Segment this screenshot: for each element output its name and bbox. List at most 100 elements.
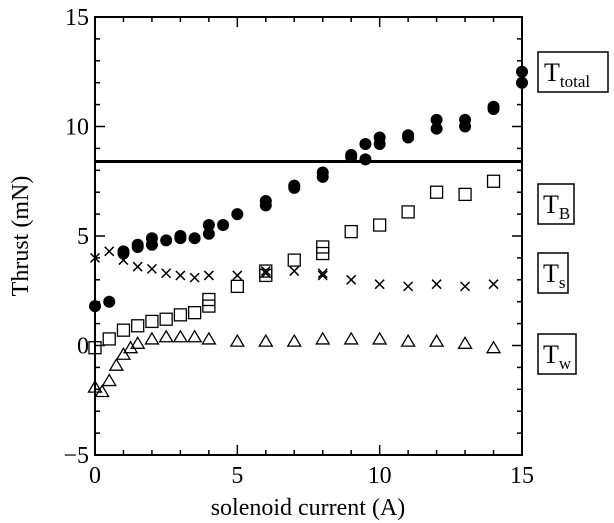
point-s xyxy=(175,270,186,281)
point-total xyxy=(160,234,173,247)
point-total xyxy=(430,113,443,126)
legend-label-w: Tw xyxy=(543,340,572,373)
point-total xyxy=(516,65,528,78)
point-B xyxy=(187,305,202,320)
point-s xyxy=(161,268,172,279)
point-w xyxy=(286,333,302,347)
series-s xyxy=(89,246,499,292)
point-s xyxy=(374,279,385,290)
point-s xyxy=(203,270,214,281)
point-B xyxy=(230,279,244,294)
point-total xyxy=(373,131,386,144)
point-s xyxy=(89,252,101,263)
point-B xyxy=(287,253,301,267)
point-B xyxy=(131,319,145,333)
point-total xyxy=(117,245,130,258)
legend-label-b: TB xyxy=(543,190,570,223)
legend-label-total: Ttotal xyxy=(544,58,590,91)
point-w xyxy=(158,329,174,343)
legend-box-s xyxy=(537,252,569,294)
point-w xyxy=(258,333,274,347)
legend-item-total: Ttotal xyxy=(537,51,609,93)
point-w xyxy=(315,331,331,345)
point-total xyxy=(174,230,187,242)
point-B xyxy=(202,292,216,307)
point-w xyxy=(457,336,473,349)
y-tick-label: 10 xyxy=(65,115,89,141)
point-total xyxy=(359,138,372,151)
point-w xyxy=(186,329,203,343)
point-s xyxy=(289,266,300,277)
point-total xyxy=(487,100,500,113)
point-w xyxy=(108,357,124,371)
legend-box-b xyxy=(537,183,575,225)
point-s xyxy=(460,281,471,292)
point-B xyxy=(116,323,131,337)
point-B xyxy=(429,185,444,199)
point-s xyxy=(232,270,243,281)
point-w xyxy=(122,340,139,354)
y-tick-label: 5 xyxy=(77,224,89,250)
point-total xyxy=(145,232,158,245)
point-s xyxy=(346,274,357,285)
point-B xyxy=(373,218,387,232)
point-total xyxy=(202,219,215,232)
point-total xyxy=(430,122,443,135)
point-B xyxy=(173,308,188,322)
data-marks xyxy=(87,65,528,398)
series-B xyxy=(88,174,501,355)
x-axis-label: solenoid current (A) xyxy=(211,495,406,521)
point-B xyxy=(316,240,330,254)
y-tick-label: 0 xyxy=(77,334,89,360)
point-s xyxy=(146,263,157,274)
point-w xyxy=(130,336,146,349)
x-tick-label: 15 xyxy=(510,463,534,489)
point-B xyxy=(259,264,273,278)
point-total xyxy=(202,227,215,240)
point-total xyxy=(402,129,415,142)
x-tick-label: 10 xyxy=(368,463,392,489)
point-w xyxy=(428,333,445,347)
point-w xyxy=(400,333,416,347)
point-w xyxy=(229,333,245,347)
point-w xyxy=(485,340,502,354)
point-total xyxy=(217,219,230,232)
point-total xyxy=(288,179,301,192)
legend-item-b: TB xyxy=(537,183,575,225)
point-s xyxy=(189,272,200,283)
point-s xyxy=(132,261,143,272)
point-total xyxy=(345,148,358,161)
point-s xyxy=(118,255,129,266)
x-tick-label: 5 xyxy=(231,463,243,489)
point-total xyxy=(131,238,144,251)
x-tick-label: 0 xyxy=(89,463,101,489)
point-s xyxy=(317,270,328,281)
y-tick-label: 15 xyxy=(65,5,89,31)
point-w xyxy=(94,384,110,398)
legend-box-total xyxy=(537,51,609,93)
point-B xyxy=(145,314,159,329)
point-total xyxy=(259,194,272,207)
point-s xyxy=(260,266,271,277)
point-total xyxy=(231,208,244,221)
point-B xyxy=(88,341,102,355)
y-tick-label: −5 xyxy=(63,443,89,469)
legend-label-s: Ts xyxy=(543,259,566,292)
legend-item-s: Ts xyxy=(537,252,569,294)
legend-item-w: Tw xyxy=(537,333,577,375)
point-B xyxy=(344,224,358,239)
legend-box-w xyxy=(537,333,577,375)
point-B xyxy=(458,187,472,202)
point-w xyxy=(115,346,132,360)
point-s xyxy=(317,268,328,279)
point-w xyxy=(172,329,189,343)
point-w xyxy=(101,373,117,387)
point-w xyxy=(372,331,388,345)
point-s xyxy=(260,268,271,279)
point-B xyxy=(102,332,116,346)
point-total xyxy=(516,76,528,89)
point-total xyxy=(188,232,201,245)
y-axis-label: Thrust (mN) xyxy=(8,176,34,297)
